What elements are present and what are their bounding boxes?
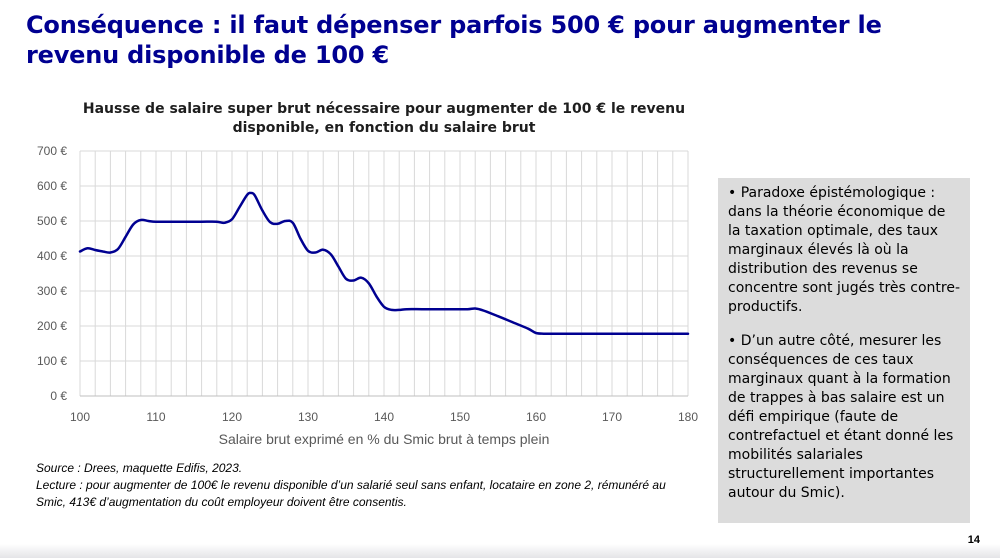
commentary-paragraph-1: • Paradoxe épistémologique : dans la thé… xyxy=(728,185,961,315)
x-tick-label: 100 xyxy=(70,410,90,424)
y-tick-label: 700 € xyxy=(37,144,67,158)
x-axis-label: Salaire brut exprimé en % du Smic brut à… xyxy=(219,431,550,447)
y-tick-label: 0 € xyxy=(50,389,67,403)
x-tick-label: 120 xyxy=(222,410,242,424)
series-line xyxy=(78,191,690,335)
y-tick-label: 400 € xyxy=(37,249,67,263)
commentary-paragraph-2: • D’un autre côté, mesurer les conséquen… xyxy=(728,333,954,501)
slide-title: Conséquence : il faut dépenser parfois 5… xyxy=(26,11,882,69)
x-tick-label: 130 xyxy=(298,410,318,424)
source-note: Source : Drees, maquette Edifis, 2023. xyxy=(36,461,243,475)
chart-title: Hausse de salaire super brut nécessaire … xyxy=(82,101,686,136)
chart-notes: Source : Drees, maquette Edifis, 2023. L… xyxy=(36,460,696,511)
x-tick-label: 180 xyxy=(678,410,698,424)
x-tick-label: 170 xyxy=(602,410,622,424)
y-tick-label: 600 € xyxy=(37,179,67,193)
lecture-note: Lecture : pour augmenter de 100€ le reve… xyxy=(36,478,666,509)
y-tick-label: 200 € xyxy=(37,319,67,333)
y-tick-label: 300 € xyxy=(37,284,67,298)
y-tick-label: 500 € xyxy=(37,214,67,228)
x-tick-label: 160 xyxy=(526,410,546,424)
x-tick-label: 110 xyxy=(146,410,165,424)
x-tick-label: 140 xyxy=(374,410,394,424)
page-number: 14 xyxy=(967,534,980,546)
y-tick-label: 100 € xyxy=(37,354,67,368)
line-chart: 0 € 100 € 200 € 300 € 400 € 500 € 600 € 700 € 10… xyxy=(37,144,698,447)
x-tick-label: 150 xyxy=(450,410,470,424)
commentary-box: • Paradoxe épistémologique : dans la thé… xyxy=(718,178,970,523)
footer-shade xyxy=(0,544,1000,558)
